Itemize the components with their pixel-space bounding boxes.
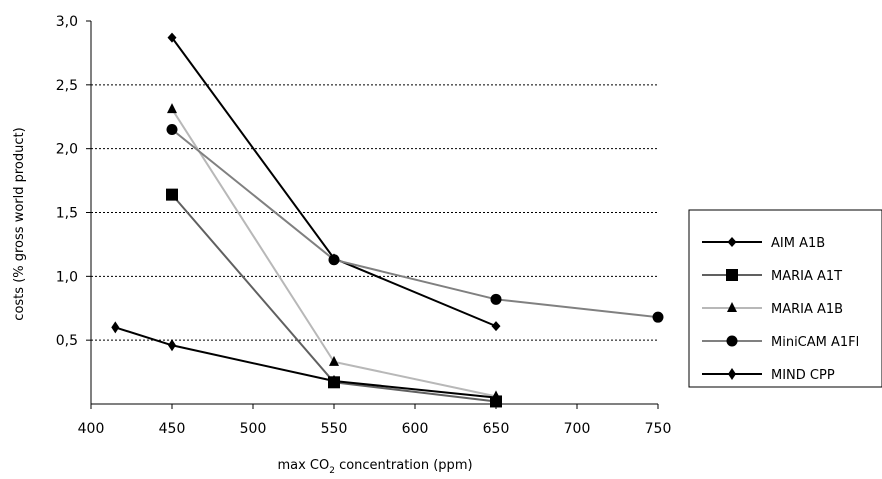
legend-label: MiniCAM A1Fl bbox=[771, 335, 859, 350]
x-axis-title-subscript: 2 bbox=[329, 466, 335, 476]
series-lines bbox=[111, 32, 664, 408]
x-tick-label: 700 bbox=[564, 421, 591, 437]
x-axis-title-rest: concentration (ppm) bbox=[335, 458, 473, 473]
grid-lines bbox=[91, 84, 658, 341]
data-point bbox=[167, 103, 177, 114]
x-axis-title: max CO2 concentration (ppm) bbox=[277, 458, 472, 476]
x-tick-label: 750 bbox=[645, 421, 672, 437]
legend-item: AIM A1B bbox=[702, 236, 825, 251]
legend-label: MIND CPP bbox=[771, 368, 835, 383]
legend-swatch-marker bbox=[726, 269, 738, 281]
x-tick-label: 650 bbox=[483, 421, 510, 437]
y-tick-label: 0,5 bbox=[56, 333, 78, 349]
y-tick-labels: 0,5 1,0 1,5 2,0 2,5 3,0 bbox=[56, 14, 78, 349]
data-point bbox=[328, 254, 340, 266]
legend-label: AIM A1B bbox=[771, 236, 825, 251]
x-tick-label: 400 bbox=[78, 421, 105, 437]
series-4 bbox=[166, 124, 664, 323]
y-axis-title: costs (% gross world product) bbox=[12, 127, 27, 320]
x-tick-label: 500 bbox=[240, 421, 267, 437]
data-point bbox=[166, 188, 178, 201]
data-point bbox=[167, 32, 177, 43]
data-point bbox=[329, 355, 339, 366]
series-line bbox=[114, 326, 497, 399]
legend: AIM A1B MARIA A1T MARIA A1B MiniCAM A1Fl MIN… bbox=[688, 209, 882, 388]
series-2 bbox=[166, 188, 502, 408]
data-point bbox=[111, 321, 120, 334]
series-line bbox=[171, 193, 497, 403]
data-point bbox=[491, 321, 501, 332]
legend-box bbox=[688, 209, 882, 388]
series-line bbox=[171, 128, 659, 319]
y-tick-label: 2,5 bbox=[56, 78, 78, 94]
legend-swatch-marker bbox=[726, 335, 738, 347]
legend-swatch-marker bbox=[727, 237, 737, 247]
series-5 bbox=[111, 321, 500, 404]
x-tick-label: 550 bbox=[321, 421, 348, 437]
data-point bbox=[166, 124, 178, 136]
x-tick-labels: 400 450 500 550 600 650 700 750 bbox=[78, 421, 672, 437]
legend-label: MARIA A1B bbox=[771, 302, 843, 317]
series-line bbox=[171, 37, 497, 328]
data-point bbox=[490, 293, 502, 305]
x-tick-label: 600 bbox=[402, 421, 429, 437]
y-tick-label: 1,0 bbox=[56, 269, 78, 285]
legend-label: MARIA A1T bbox=[771, 269, 842, 284]
y-tick-label: 1,5 bbox=[56, 206, 78, 222]
legend-swatch-marker bbox=[727, 302, 737, 312]
y-tick-label: 2,0 bbox=[56, 142, 78, 158]
y-tick-label: 3,0 bbox=[56, 14, 78, 30]
data-point bbox=[492, 391, 500, 404]
x-axis-title-main: max CO bbox=[277, 458, 329, 473]
data-point bbox=[168, 339, 176, 352]
legend-item: MiniCAM A1Fl bbox=[702, 335, 859, 350]
series-line bbox=[171, 108, 497, 398]
data-point bbox=[652, 311, 664, 323]
legend-items: AIM A1B MARIA A1T MARIA A1B MiniCAM A1Fl MIN… bbox=[702, 236, 859, 383]
legend-item: MARIA A1T bbox=[702, 269, 842, 284]
axes bbox=[86, 20, 659, 409]
legend-swatch-marker bbox=[728, 368, 736, 380]
legend-item: MARIA A1B bbox=[702, 302, 843, 317]
x-tick-label: 450 bbox=[159, 421, 186, 437]
data-point bbox=[330, 375, 338, 388]
legend-item: MIND CPP bbox=[702, 368, 835, 383]
